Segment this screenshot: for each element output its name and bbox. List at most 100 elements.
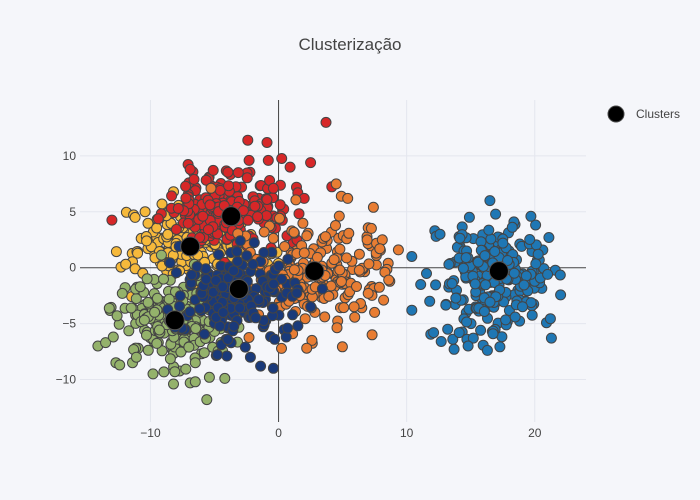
scatter-point	[142, 344, 154, 356]
scatter-point	[258, 226, 270, 238]
scatter-point	[217, 281, 229, 293]
cluster-centroid	[228, 278, 249, 299]
scatter-point	[203, 371, 215, 383]
scatter-point	[544, 313, 556, 325]
scatter-point	[291, 287, 303, 299]
scatter-point	[267, 302, 279, 314]
scatter-point	[258, 247, 270, 258]
scatter-point	[164, 257, 176, 269]
scatter-point	[184, 306, 196, 318]
scatter-point	[472, 256, 484, 268]
scatter-point	[480, 279, 491, 291]
scatter-point	[279, 241, 291, 252]
scatter-point	[319, 311, 331, 323]
scatter-point	[483, 224, 495, 236]
scatter-point	[292, 320, 304, 332]
scatter-point	[174, 300, 186, 312]
scatter-point	[276, 153, 288, 164]
scatter-point	[244, 351, 256, 363]
scatter-point	[243, 154, 255, 166]
x-tick-label: −10	[140, 426, 161, 440]
scatter-point	[366, 329, 378, 341]
scatter-point	[448, 343, 460, 355]
scatter-point	[434, 228, 446, 240]
cluster-centroid	[488, 261, 509, 282]
scatter-point	[180, 180, 192, 192]
scatter-point	[267, 182, 279, 194]
scatter-point	[261, 137, 273, 148]
scatter-point	[288, 264, 300, 276]
scatter-point	[234, 302, 246, 314]
scatter-point	[353, 264, 365, 276]
scatter-point	[242, 214, 254, 226]
y-tick-label: 5	[69, 205, 76, 219]
scatter-point	[517, 301, 528, 313]
scatter-point	[424, 295, 436, 307]
scatter-point	[392, 244, 404, 256]
scatter-point	[213, 249, 225, 261]
scatter-point	[446, 278, 458, 289]
scatter-point	[232, 255, 244, 267]
legend[interactable]: Clusters	[607, 105, 680, 123]
scatter-point	[170, 267, 182, 279]
scatter-point	[141, 329, 152, 341]
scatter-point	[186, 269, 198, 281]
scatter-point	[172, 202, 184, 214]
scatter-point	[129, 211, 141, 223]
scatter-point	[107, 331, 119, 343]
scatter-point	[151, 222, 163, 234]
scatter-point	[461, 316, 473, 328]
scatter-point	[287, 309, 299, 321]
scatter-point	[481, 344, 493, 356]
scatter-point	[162, 228, 174, 240]
scatter-point	[243, 332, 255, 343]
scatter-point	[152, 213, 164, 225]
scatter-point	[241, 172, 253, 184]
scatter-point	[175, 346, 187, 358]
scatter-point	[262, 154, 274, 166]
scatter-point	[253, 294, 265, 306]
scatter-point	[485, 233, 497, 245]
scatter-point	[249, 200, 261, 212]
scatter-point	[274, 212, 285, 224]
scatter-point	[383, 274, 395, 286]
scatter-point	[194, 303, 206, 315]
scatter-point	[363, 258, 375, 270]
scatter-point	[231, 246, 243, 257]
scatter-point	[284, 161, 296, 173]
scatter-point	[132, 247, 144, 259]
scatter-point	[211, 349, 223, 361]
scatter-point	[530, 219, 542, 231]
scatter-point	[219, 372, 231, 384]
scatter-point	[421, 268, 432, 279]
scatter-point	[100, 337, 112, 349]
scatter-point	[125, 302, 137, 314]
scatter-point	[142, 296, 154, 308]
scatter-point	[190, 323, 202, 334]
scatter-point	[202, 224, 214, 236]
scatter-point	[239, 341, 251, 353]
y-tick-label: −5	[62, 317, 76, 331]
scatter-point	[139, 206, 151, 218]
scatter-point	[169, 366, 181, 378]
scatter-point	[526, 309, 538, 321]
scatter-point	[222, 166, 234, 178]
scatter-point	[328, 254, 340, 266]
scatter-point	[506, 221, 518, 233]
scatter-point	[222, 334, 234, 345]
scatter-point	[443, 258, 455, 270]
scatter-point	[182, 217, 194, 229]
scatter-point	[479, 250, 491, 262]
scatter-point	[367, 201, 379, 213]
y-tick-label: 0	[69, 261, 76, 275]
scatter-point	[435, 336, 447, 347]
scatter-point	[365, 222, 377, 234]
scatter-point	[110, 246, 122, 258]
scatter-point	[335, 276, 347, 287]
scatter-point	[478, 306, 490, 317]
scatter-point	[415, 279, 427, 290]
scatter-point	[120, 258, 132, 270]
scatter-point	[469, 278, 481, 290]
scatter-point	[532, 248, 544, 260]
scatter-point	[334, 243, 346, 255]
